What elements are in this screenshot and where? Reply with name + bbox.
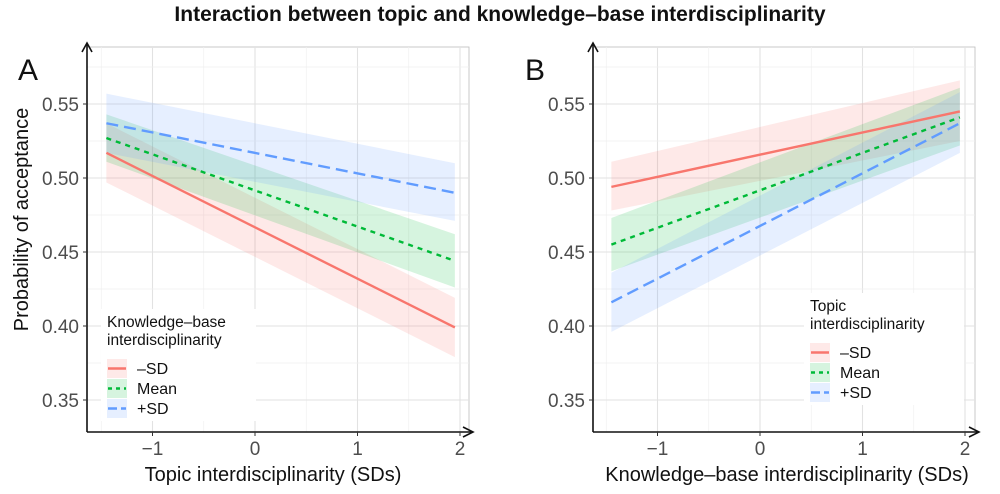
series-line-mean bbox=[105, 136, 456, 263]
y-tick-label: 0.45 bbox=[548, 243, 585, 264]
legend-label: Mean bbox=[137, 381, 177, 398]
legend-label: –SD bbox=[137, 361, 168, 378]
y-tick-label: 0.50 bbox=[548, 169, 585, 190]
confidence-band-mean bbox=[106, 114, 455, 288]
series-line-plus-sd bbox=[106, 122, 456, 194]
y-tick-label: 0.40 bbox=[548, 317, 585, 338]
series-line-minus-sd bbox=[611, 110, 961, 189]
x-tick-label: −1 bbox=[142, 439, 164, 460]
y-tick-label: 0.55 bbox=[548, 95, 585, 116]
legend-title: interdisciplinarity bbox=[107, 332, 222, 349]
x-tick-label: −1 bbox=[647, 439, 669, 460]
x-tick-label: 0 bbox=[755, 439, 766, 460]
y-tick-label: 0.45 bbox=[42, 243, 79, 264]
confidence-band-mean bbox=[611, 87, 960, 272]
confidence-band-plus-sd bbox=[106, 93, 455, 221]
x-tick-label: 1 bbox=[857, 439, 868, 460]
legend-label: +SD bbox=[840, 385, 872, 402]
legend-title: interdisciplinarity bbox=[810, 316, 925, 333]
x-axis-label: Topic interdisciplinarity (SDs) bbox=[145, 464, 402, 486]
y-axis-arrow-icon bbox=[81, 41, 93, 53]
y-tick-label: 0.35 bbox=[548, 391, 585, 412]
x-tick-label: 1 bbox=[352, 439, 363, 460]
x-tick-label: 0 bbox=[250, 439, 261, 460]
series-line-plus-sd bbox=[610, 122, 961, 304]
legend-label: +SD bbox=[137, 401, 169, 418]
y-tick-label: 0.50 bbox=[42, 169, 79, 190]
x-tick-label: 2 bbox=[960, 439, 971, 460]
y-axis-label: Probability of acceptance bbox=[11, 108, 33, 331]
series-line-mean bbox=[610, 116, 961, 246]
x-axis-arrow-icon bbox=[968, 426, 981, 438]
panel-letter: B bbox=[525, 54, 545, 87]
panel-letter: A bbox=[18, 54, 38, 87]
x-axis-arrow-icon bbox=[462, 426, 475, 438]
y-tick-label: 0.55 bbox=[42, 95, 79, 116]
figure-title: Interaction between topic and knowledge–… bbox=[174, 3, 826, 26]
x-axis-label: Knowledge–base interdisciplinarity (SDs) bbox=[605, 464, 969, 486]
legend-background bbox=[804, 293, 964, 405]
x-tick-label: 2 bbox=[455, 439, 466, 460]
legend-label: Mean bbox=[840, 365, 880, 382]
y-axis-arrow-icon bbox=[587, 41, 599, 53]
legend-title: Topic bbox=[810, 298, 846, 315]
series-line-minus-sd bbox=[105, 151, 456, 329]
y-tick-label: 0.35 bbox=[42, 391, 79, 412]
y-tick-label: 0.40 bbox=[42, 317, 79, 338]
legend-background bbox=[101, 309, 256, 421]
confidence-band-plus-sd bbox=[611, 92, 960, 332]
legend-label: –SD bbox=[840, 345, 871, 362]
legend-title: Knowledge–base bbox=[107, 314, 226, 331]
confidence-band-minus-sd bbox=[611, 80, 960, 211]
